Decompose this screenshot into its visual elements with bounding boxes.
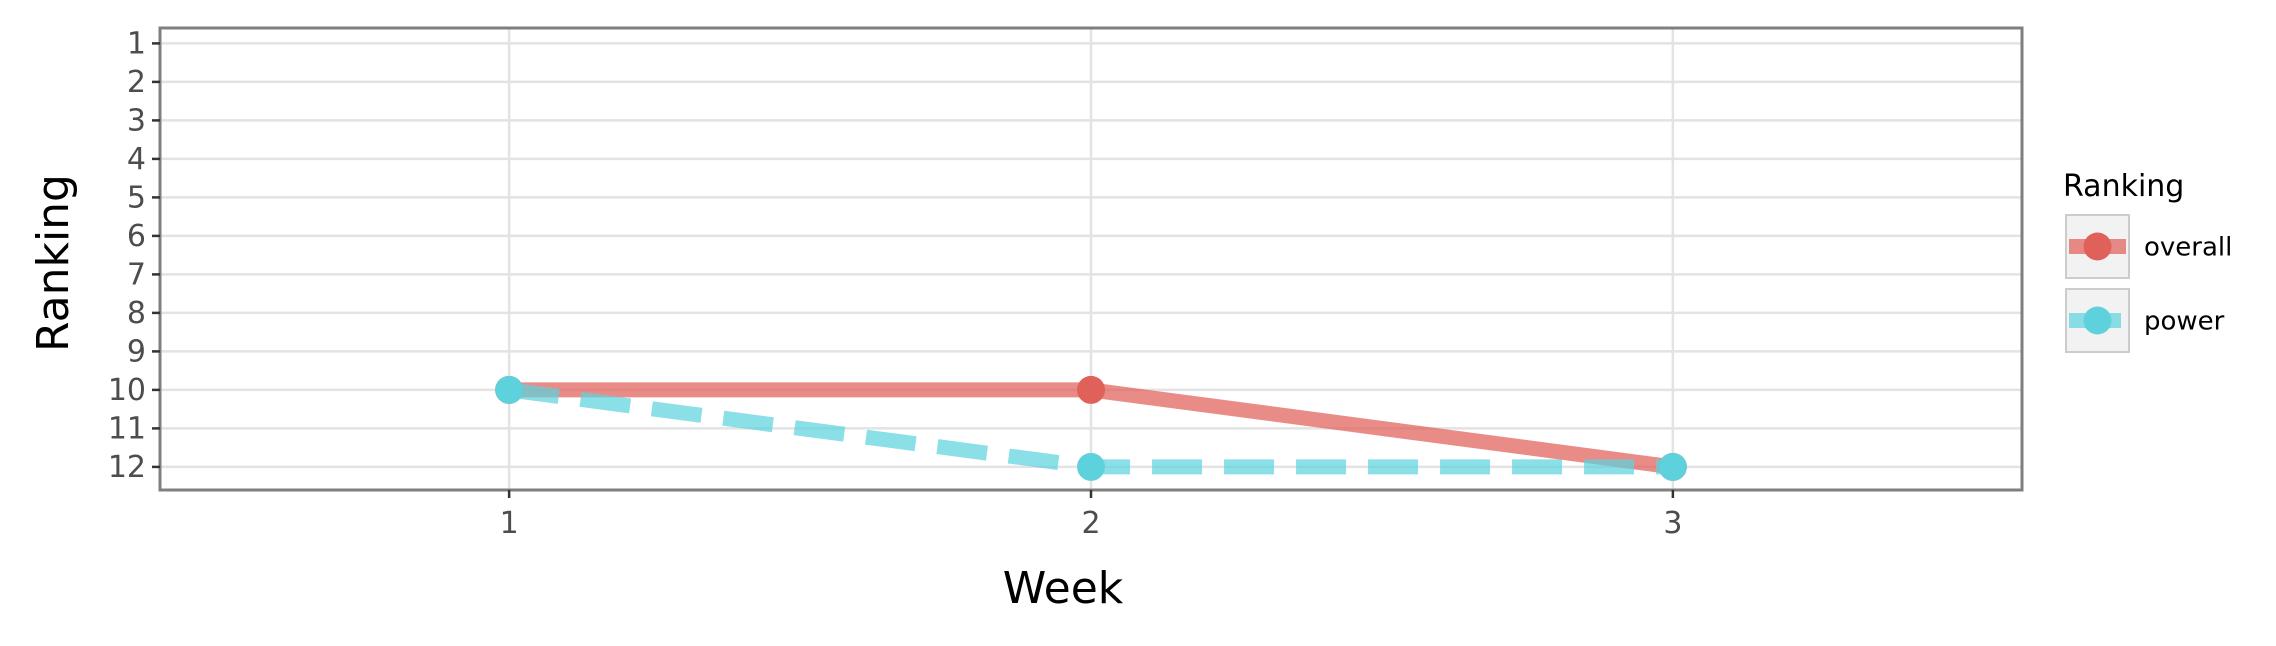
y-tick-label: 1	[127, 26, 146, 61]
x-tick-label: 2	[1081, 506, 1100, 541]
y-tick-label: 12	[108, 450, 146, 485]
series-points	[495, 375, 1687, 481]
y-tick-label: 11	[108, 411, 146, 446]
x-tick-label: 3	[1663, 506, 1682, 541]
legend-label-overall: overall	[2144, 233, 2232, 263]
y-tick-label: 3	[127, 103, 146, 138]
legend-marker-power	[2083, 306, 2112, 335]
y-tick-label: 6	[127, 219, 146, 254]
y-tick-label: 7	[127, 257, 146, 292]
x-gridlines	[507, 28, 1675, 490]
data-point-power	[495, 375, 524, 404]
y-tick-label: 8	[127, 296, 146, 331]
y-tick-label: 5	[127, 180, 146, 215]
y-tick-label: 4	[127, 142, 146, 177]
legend-title: Ranking	[2063, 169, 2184, 204]
data-point-overall	[1077, 375, 1105, 404]
legend: Ranking overall power	[2063, 169, 2232, 353]
y-axis-title: Ranking	[28, 174, 79, 352]
y-tick-label: 9	[127, 334, 146, 369]
x-axis-ticks: 1 2 3	[500, 490, 1682, 541]
data-point-power	[1658, 452, 1687, 481]
legend-label-power: power	[2144, 307, 2225, 337]
y-tick-label: 10	[108, 373, 146, 408]
x-tick-label: 1	[500, 506, 519, 541]
legend-marker-overall	[2083, 232, 2112, 261]
data-point-power	[1077, 452, 1105, 481]
y-tick-label: 2	[127, 65, 146, 100]
x-axis-title: Week	[1003, 563, 1124, 614]
legend-items: overall power	[2065, 214, 2232, 353]
